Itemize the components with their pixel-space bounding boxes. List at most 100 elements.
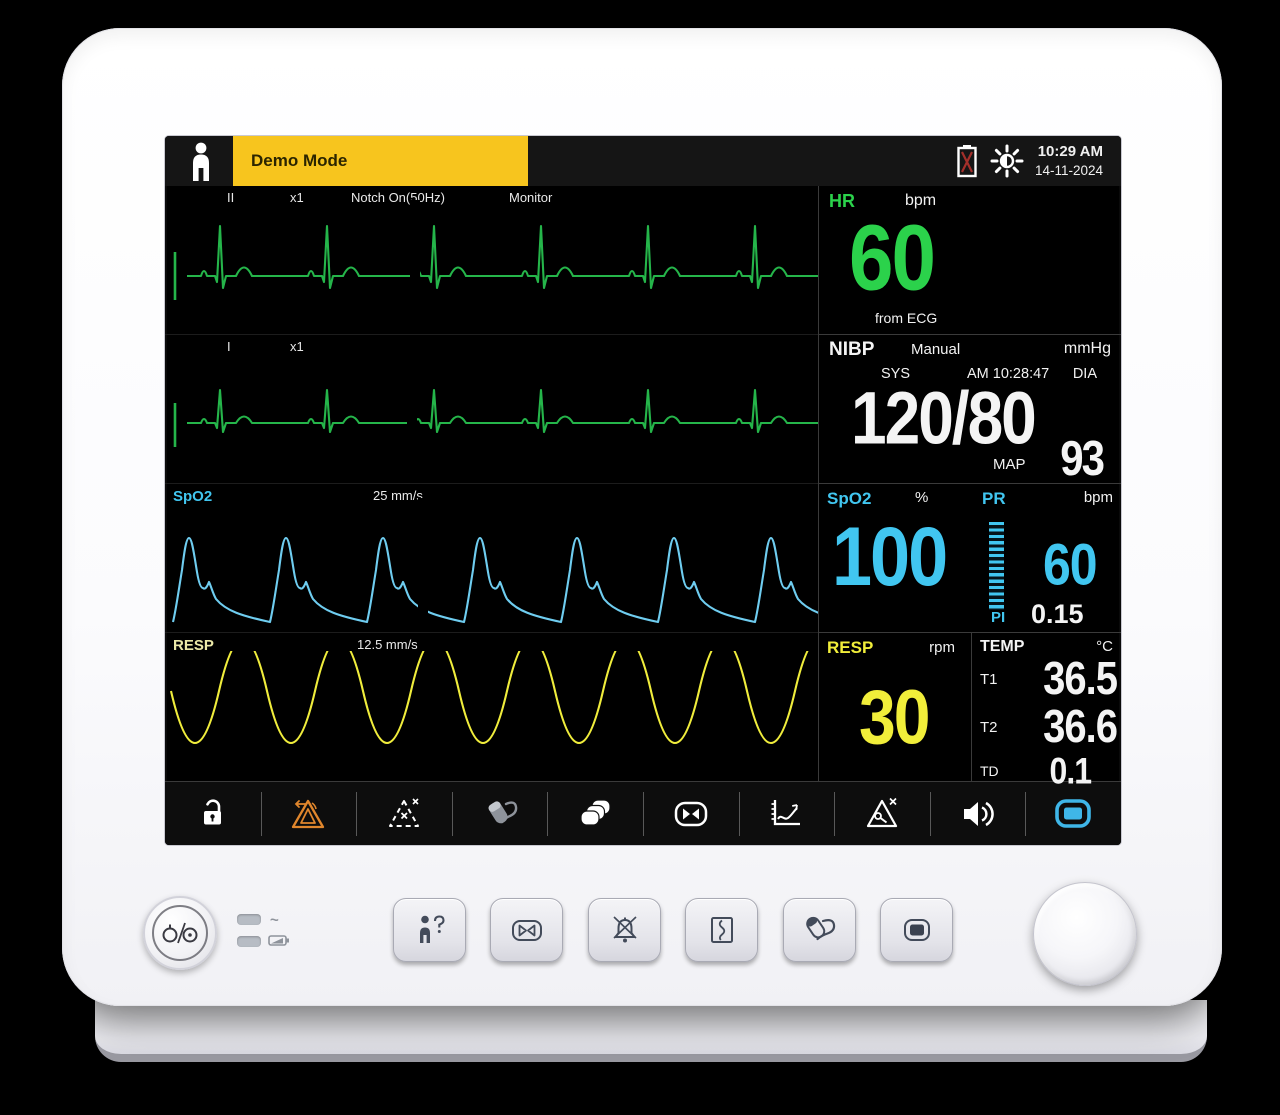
alarm-paused-button[interactable] xyxy=(356,782,452,845)
volume-button[interactable] xyxy=(929,782,1026,845)
alarm-paused-icon xyxy=(388,797,419,827)
rotary-knob[interactable] xyxy=(1033,882,1137,986)
alarm-silence-icon xyxy=(612,916,637,943)
spo2-wave-label: SpO2 xyxy=(173,488,213,505)
temp-td-value: 0.1 xyxy=(1049,750,1092,792)
resp-wave-row: RESP 12.5 mm/s xyxy=(165,633,818,781)
alarm-limits-button[interactable] xyxy=(260,782,357,845)
trend-button[interactable] xyxy=(738,782,835,845)
patient-icon xyxy=(193,142,209,181)
battery-missing-icon xyxy=(957,145,977,178)
brightness-icon xyxy=(990,144,1024,178)
resp-temp-row: RESP rpm 30 TEMP °C T1 36.5 T2 36.6 TD xyxy=(819,633,1121,792)
resp-wave-label: RESP xyxy=(173,637,214,654)
touch-toolbar xyxy=(165,781,1121,845)
nibp-cuff-icon xyxy=(488,800,517,823)
temp-td-label: TD xyxy=(979,763,999,779)
ecg2-lead-label: II xyxy=(227,190,235,205)
ecg2-notch-label: Notch On(50Hz) xyxy=(351,190,445,205)
monitor-screen: Demo Mode xyxy=(165,136,1121,845)
main-area: II x1 Notch On(50Hz) Monitor I x1 xyxy=(165,186,1121,792)
nibp-value: 120/80 xyxy=(851,376,1037,460)
ecg-ii-waveform xyxy=(173,224,818,300)
alarm-setup-icon xyxy=(866,797,898,827)
temp-unit: °C xyxy=(1096,638,1113,655)
sweep-gap xyxy=(237,647,247,777)
freeze-icon xyxy=(674,801,708,826)
pi-label: PI xyxy=(991,609,1006,626)
views-button[interactable] xyxy=(547,782,643,845)
waveform-column: II x1 Notch On(50Hz) Monitor I x1 xyxy=(165,186,818,781)
temp-t2-label: T2 xyxy=(979,719,998,736)
hr-source: from ECG xyxy=(875,310,938,326)
resp-value: 30 xyxy=(859,674,930,760)
display-mode-button[interactable] xyxy=(1025,782,1121,845)
nibp-unit: mmHg xyxy=(1063,340,1111,357)
spo2-signal-bar xyxy=(989,522,1004,610)
spo2-speed-label: 25 mm/s xyxy=(373,488,423,503)
record-icon xyxy=(710,917,733,943)
battery-led xyxy=(237,936,261,947)
spo2-label: SpO2 xyxy=(827,489,872,508)
nibp-time: AM 10:28:47 xyxy=(967,366,1050,382)
layers-icon xyxy=(580,798,611,826)
volume-icon xyxy=(963,801,994,826)
menu-icon xyxy=(903,919,930,941)
date-text: 14-11-2024 xyxy=(1034,163,1103,179)
sweep-gap xyxy=(410,200,420,330)
time-text: 10:29 AM xyxy=(1037,142,1103,160)
pr-unit: bpm xyxy=(1083,489,1113,506)
freeze-hw-icon xyxy=(511,920,542,941)
nibp-panel[interactable]: NIBP Manual mmHg SYS AM 10:28:47 DIA 120… xyxy=(819,335,1121,486)
battery-charge-icon xyxy=(268,935,289,946)
nibp-map-label: MAP xyxy=(993,456,1026,473)
nibp-sys-label: SYS xyxy=(881,366,911,382)
temp-t2-value: 36.6 xyxy=(1043,701,1118,753)
sweep-gap xyxy=(418,498,428,628)
nibp-start-button[interactable] xyxy=(783,898,856,962)
alarm-silence-button[interactable] xyxy=(588,898,661,962)
spo2-panel[interactable]: SpO2 % PR bpm 100 60 PI 0.15 xyxy=(819,484,1121,633)
spo2-value: 100 xyxy=(832,510,948,604)
unlock-button[interactable] xyxy=(165,782,261,845)
monitor-bezel: Demo Mode xyxy=(62,28,1222,1006)
patient-info-button[interactable] xyxy=(393,898,466,962)
hr-label: HR xyxy=(829,191,855,211)
nibp-start-icon xyxy=(805,916,835,941)
pr-label: PR xyxy=(982,489,1006,508)
nibp-map-value: 93 xyxy=(1060,431,1105,486)
clock: 10:29 AM 14-11-2024 xyxy=(1035,142,1103,180)
monitor-base xyxy=(95,1000,1207,1062)
temp-t1-label: T1 xyxy=(979,671,998,688)
demo-mode-banner: Demo Mode xyxy=(233,136,528,186)
resp-panel[interactable]: RESP rpm 30 xyxy=(819,633,971,781)
temp-panel[interactable]: TEMP °C T1 36.5 T2 36.6 TD 0.1 xyxy=(970,633,1121,792)
power-button[interactable] xyxy=(143,896,217,970)
menu-button[interactable] xyxy=(880,898,953,962)
record-button[interactable] xyxy=(685,898,758,962)
alarm-setup-button[interactable] xyxy=(834,782,930,845)
display-icon xyxy=(1055,798,1091,828)
pi-value: 0.15 xyxy=(1031,599,1084,629)
freeze-toolbar-button[interactable] xyxy=(642,782,739,845)
power-button-ring xyxy=(152,905,208,961)
ecg-lead2-row: II x1 Notch On(50Hz) Monitor xyxy=(165,186,818,335)
nibp-label: NIBP xyxy=(829,339,875,360)
freeze-hw-button[interactable] xyxy=(490,898,563,962)
ecg-i-waveform xyxy=(173,388,818,447)
ecg2-filter-label: Monitor xyxy=(509,190,553,205)
spo2-waveform xyxy=(171,536,818,624)
status-icons: 10:29 AM 14-11-2024 xyxy=(955,142,1121,180)
spo2-unit: % xyxy=(915,489,929,506)
ecg-lead1-row: I x1 xyxy=(165,335,818,484)
resp-unit: rpm xyxy=(929,639,955,656)
nibp-toolbar-button[interactable] xyxy=(451,782,548,845)
hr-panel[interactable]: HR bpm 60 from ECG xyxy=(819,186,1121,335)
hr-unit: bpm xyxy=(905,192,937,209)
demo-mode-label: Demo Mode xyxy=(251,151,348,170)
spo2-wave-row: SpO2 25 mm/s xyxy=(165,484,818,633)
resp-speed-label: 12.5 mm/s xyxy=(357,637,418,652)
temp-t1-value: 36.5 xyxy=(1043,653,1118,705)
temp-label: TEMP xyxy=(979,638,1025,655)
